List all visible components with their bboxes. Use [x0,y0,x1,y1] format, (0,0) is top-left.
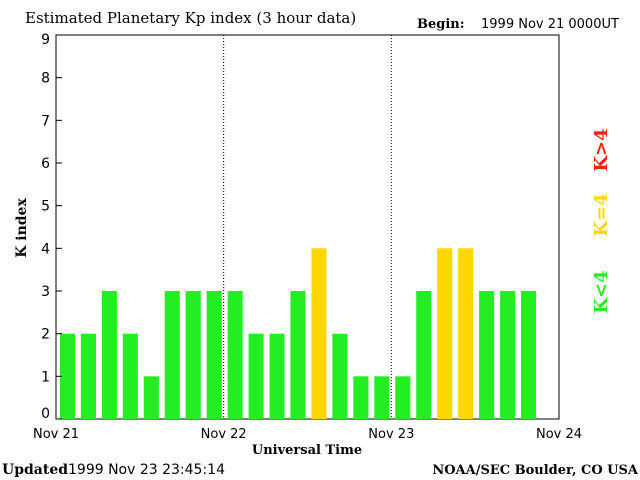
y-tick-label: 3 [41,284,50,300]
x-tick-label: Nov 24 [536,427,582,442]
kp-bar [521,291,537,419]
kp-bar [269,333,285,419]
kp-bar [353,376,369,419]
kp-bar [80,333,96,419]
credit-text: NOAA/SEC Boulder, CO USA [432,463,639,478]
y-axis: 0 1 2 3 4 5 6 7 8 9 [41,32,62,422]
y-tick-label: 2 [41,327,50,343]
kp-bar [248,333,264,419]
legend-k-equal-4: K=4 [591,193,612,236]
updated-value: 1999 Nov 23 23:45:14 [68,462,225,478]
kp-bar [143,376,159,419]
begin-label: Begin: [417,17,465,32]
legend-k-greater-4: K>4 [591,128,612,171]
kp-bar [101,291,117,419]
kp-bar [395,376,411,419]
y-tick-label: 1 [41,369,50,385]
x-tick-label: Nov 22 [201,427,247,442]
plot-area-frame [55,34,560,420]
kp-bar [122,333,138,419]
kp-bar [332,333,348,419]
x-tick-label: Nov 23 [368,427,414,442]
kp-bar [458,248,474,419]
kp-bar [437,248,453,419]
kp-bar [164,291,180,419]
y-tick-label: 7 [41,113,50,129]
kp-bar [311,248,327,419]
x-axis-label: Universal Time [252,443,362,458]
legend-k-less-4: K<4 [591,270,612,313]
y-tick-label: 9 [41,32,50,48]
kp-bar [290,291,306,419]
y-axis-label: K index [14,198,30,258]
kp-bars [59,248,537,419]
y-tick-label: 0 [41,406,50,422]
y-tick-label: 4 [41,241,50,257]
y-tick-label: 8 [41,71,50,87]
day-dividers [223,35,392,419]
kp-bar [227,291,243,419]
kp-bar [185,291,201,419]
kp-bar [374,376,390,419]
y-tick-label: 6 [41,156,50,172]
x-axis: Nov 21 Nov 22 Nov 23 Nov 24 [33,427,582,442]
begin-value: 1999 Nov 21 0000UT [481,17,619,32]
kp-bar [59,333,76,419]
kp-bar [479,291,495,419]
y-tick-label: 5 [41,199,50,215]
chart-title: Estimated Planetary Kp index (3 hour dat… [25,9,356,27]
kp-bar [206,291,222,419]
kp-bar [416,291,432,419]
updated-label: Updated [2,462,68,478]
x-tick-label: Nov 21 [33,427,79,442]
kp-bar [500,291,516,419]
